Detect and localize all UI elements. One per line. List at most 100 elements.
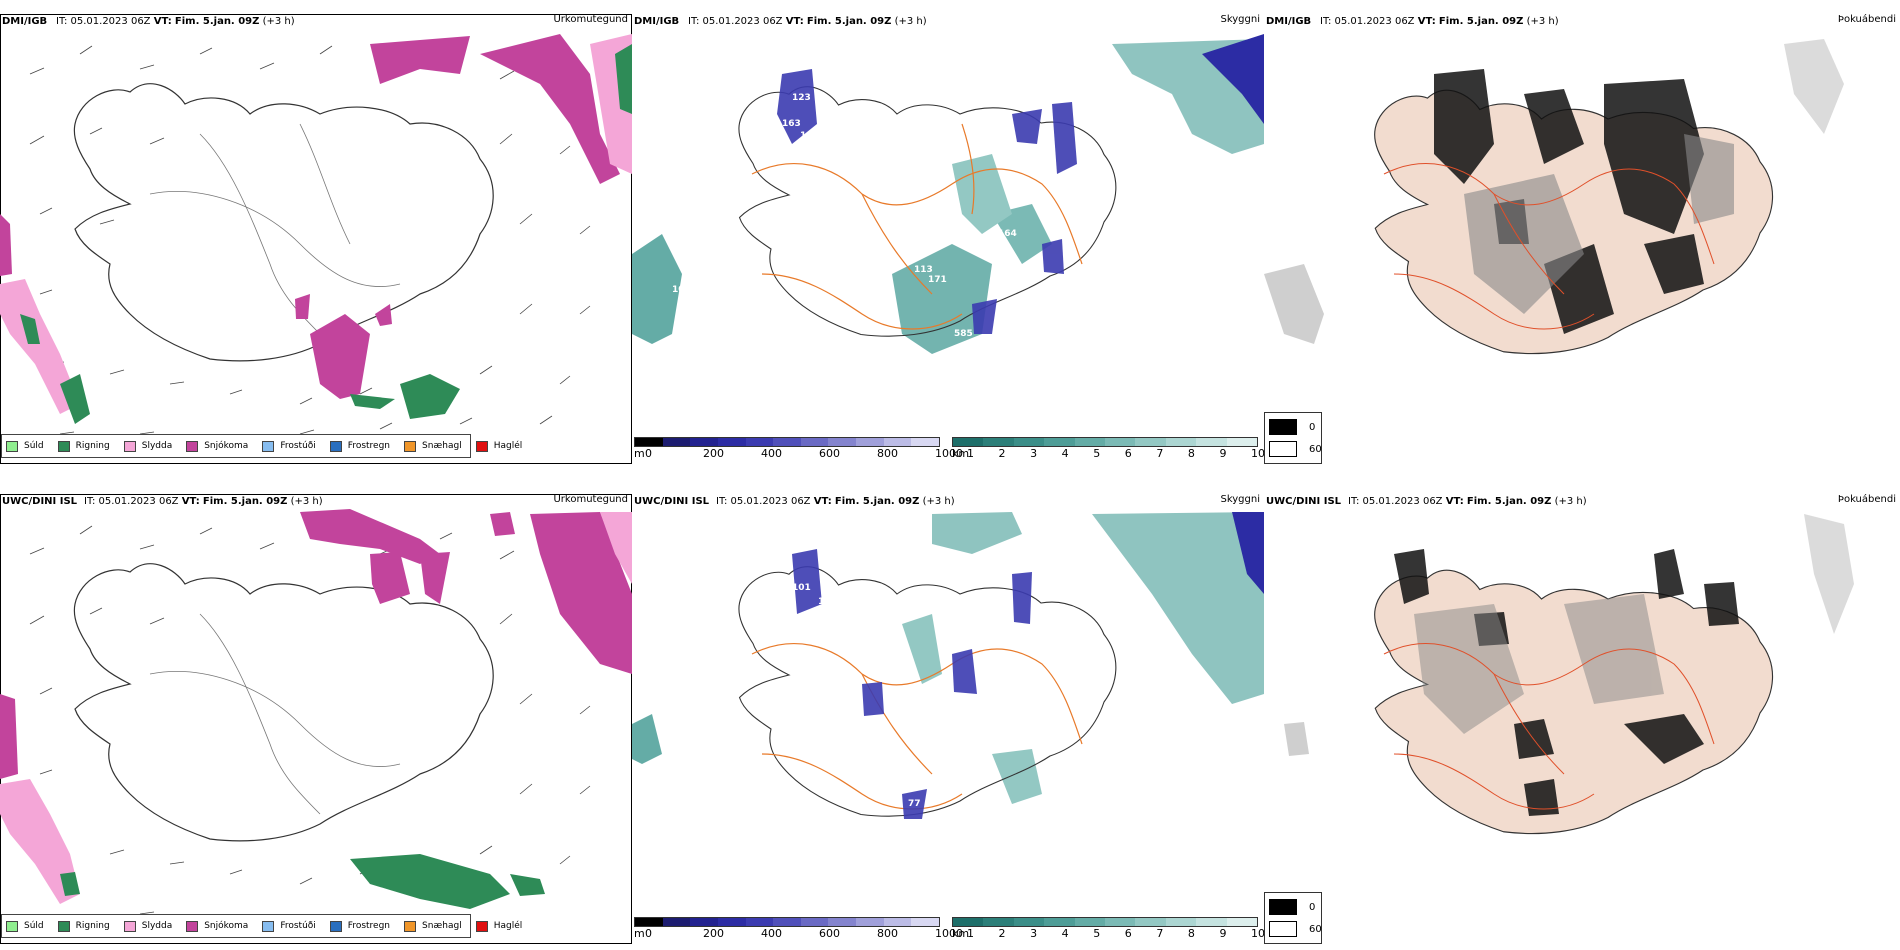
colorbar-segment <box>800 918 829 926</box>
elevation-label: 171 <box>928 275 947 285</box>
elevation-label: 101 <box>792 583 811 593</box>
precip-legend-label: Snæhagl <box>422 441 462 451</box>
fog-legend-swatch-0 <box>1269 899 1297 915</box>
elevation-labels-b: 16 101 121 129 130 77 125 121 <box>792 553 1015 809</box>
visibility-unit: km <box>952 927 970 940</box>
colorbar-tick: 9 <box>1219 447 1227 460</box>
init-time: IT: 05.01.2023 06Z VT: Fim. 5.jan. 09Z (… <box>56 16 295 27</box>
precip-legend-label: Súld <box>24 921 44 931</box>
colorbar-segment <box>745 918 774 926</box>
colorbar-tick: 400 <box>761 447 782 460</box>
model-source: DMI/IGB <box>1266 16 1312 27</box>
panel-header: UWC/DINI ISL IT: 05.01.2023 06Z VT: Fim.… <box>1264 494 1900 510</box>
visibility-colorbar: km 1 2 3 4 5 6 7 8 9 10 <box>952 437 1264 461</box>
precip-legend-swatch <box>262 920 275 932</box>
colorbar-tick: 800 <box>877 447 898 460</box>
precip-legend-item: Haglél <box>475 440 522 452</box>
colorbar-segment <box>635 918 663 926</box>
elevation-label: 163 <box>782 119 801 129</box>
colorbar-segment <box>1105 918 1136 926</box>
road-network <box>1383 643 1715 810</box>
colorbar-segment <box>773 438 801 446</box>
height-ticks: 0 200 400 600 800 1000 <box>645 917 963 941</box>
colorbar-tick: 3 <box>1030 927 1038 940</box>
colorbar-segment <box>1196 918 1227 926</box>
colorbar-segment <box>953 918 984 926</box>
precip-legend-item: Snæhagl <box>404 920 462 932</box>
visibility-colorbar-strip <box>952 437 1258 447</box>
elevation-label: 199 <box>894 177 913 187</box>
precip-fields <box>0 34 632 424</box>
elevation-label: 108 <box>672 285 691 295</box>
panel-header: UWC/DINI ISL IT: 05.01.2023 06Z VT: Fim.… <box>0 494 632 510</box>
precip-legend-label: Frostúði <box>280 441 316 451</box>
panel-title: Skyggni <box>1220 14 1260 25</box>
init-time: IT: 05.01.2023 06Z VT: Fim. 5.jan. 09Z (… <box>1348 496 1587 507</box>
colorbar-tick: 4 <box>1061 447 1069 460</box>
wind-barbs <box>29 525 591 920</box>
panel-title: Skyggni <box>1220 494 1260 505</box>
precip-legend-swatch <box>6 440 18 452</box>
colorbar-segment <box>828 918 857 926</box>
precip-legend-item: Rigning <box>57 440 110 452</box>
colorbar-segment <box>883 918 912 926</box>
height-colorbar: m 0 200 400 600 800 1000 <box>634 437 963 461</box>
wind-barbs <box>29 45 591 440</box>
colorbar-segment <box>690 438 718 446</box>
colorbar-segment <box>717 438 746 446</box>
colorbar-segment <box>745 438 774 446</box>
visibility-ticks: 1 2 3 4 5 6 7 8 9 10 <box>967 917 1264 941</box>
elevation-label: 176 <box>894 155 913 165</box>
fog-legend-swatch-60 <box>1269 441 1297 457</box>
fog-legend: 0 60 <box>1264 412 1322 464</box>
elevation-label: 661 <box>1100 29 1119 39</box>
colorbar-tick: 10 <box>1251 927 1264 940</box>
precip-legend-swatch <box>262 440 275 452</box>
colorbar-segment <box>662 918 691 926</box>
colorbar-segment <box>662 438 691 446</box>
precip-legend-swatch <box>6 920 18 932</box>
colorbar-segment <box>856 438 884 446</box>
colorbar-tick: 7 <box>1156 927 1164 940</box>
iceland-outline <box>73 563 494 842</box>
init-time: IT: 05.01.2023 06Z VT: Fim. 5.jan. 09Z (… <box>688 16 927 27</box>
colorbar-segment <box>1044 438 1075 446</box>
fog-map <box>1264 39 1844 355</box>
panel-title: Þokuábendi <box>1837 494 1896 505</box>
precip-legend-label: Snjókoma <box>204 921 249 931</box>
colorbar-tick: 9 <box>1219 927 1227 940</box>
colorbar-tick: 8 <box>1187 927 1195 940</box>
precip-legend-label: Súld <box>24 441 44 451</box>
colorbar-segment <box>1226 918 1258 926</box>
precip-legend-swatch <box>57 440 70 452</box>
fog-fields <box>1284 514 1854 756</box>
precip-legend-swatch <box>329 440 342 452</box>
height-ticks: 0 200 400 600 800 1000 <box>645 437 963 461</box>
colorbar-tick: 600 <box>819 927 840 940</box>
panel-header: DMI/IGB IT: 05.01.2023 06Z VT: Fim. 5.ja… <box>632 14 1264 30</box>
model-source: UWC/DINI ISL <box>1266 496 1342 507</box>
colorbar-segment <box>983 438 1014 446</box>
elevation-label: 248 <box>1008 155 1027 165</box>
elevation-label: 720 <box>1072 29 1091 39</box>
elevation-label: 125 <box>996 725 1015 735</box>
elevation-label: 148 <box>800 131 819 141</box>
height-colorbar: m 0 200 400 600 800 1000 <box>634 917 963 941</box>
init-time: IT: 05.01.2023 06Z VT: Fim. 5.jan. 09Z (… <box>1320 16 1559 27</box>
fog-fields <box>1264 39 1844 344</box>
fog-map <box>1284 514 1854 835</box>
fog-legend-swatch-0 <box>1269 419 1297 435</box>
elevation-label: 350 <box>1006 179 1025 189</box>
precip-legend-item: Súld <box>6 920 44 932</box>
elevation-label: 77 <box>908 799 921 809</box>
iceland-outline <box>738 566 1117 817</box>
fog-grey <box>1464 134 1734 314</box>
elevation-label: 106 <box>650 225 669 235</box>
colorbar-segment <box>828 438 857 446</box>
colorbar-tick: 1 <box>967 447 974 460</box>
colorbar-segment <box>856 918 884 926</box>
colorbar-tick: 5 <box>1093 447 1101 460</box>
precip-legend-swatch <box>475 920 488 932</box>
precip-legend-label: Snjókoma <box>204 441 249 451</box>
elevation-label: 256 <box>992 99 1011 109</box>
